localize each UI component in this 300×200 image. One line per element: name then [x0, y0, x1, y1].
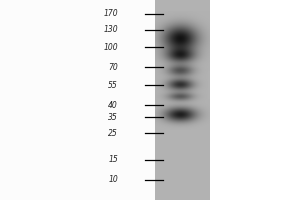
- Text: 35: 35: [108, 112, 118, 121]
- Text: 100: 100: [103, 43, 118, 51]
- Text: 15: 15: [108, 156, 118, 164]
- Text: 25: 25: [108, 129, 118, 138]
- Text: 10: 10: [108, 176, 118, 184]
- Text: 55: 55: [108, 80, 118, 90]
- Text: 170: 170: [103, 9, 118, 19]
- Text: 70: 70: [108, 62, 118, 72]
- Text: 130: 130: [103, 25, 118, 34]
- Text: 40: 40: [108, 100, 118, 110]
